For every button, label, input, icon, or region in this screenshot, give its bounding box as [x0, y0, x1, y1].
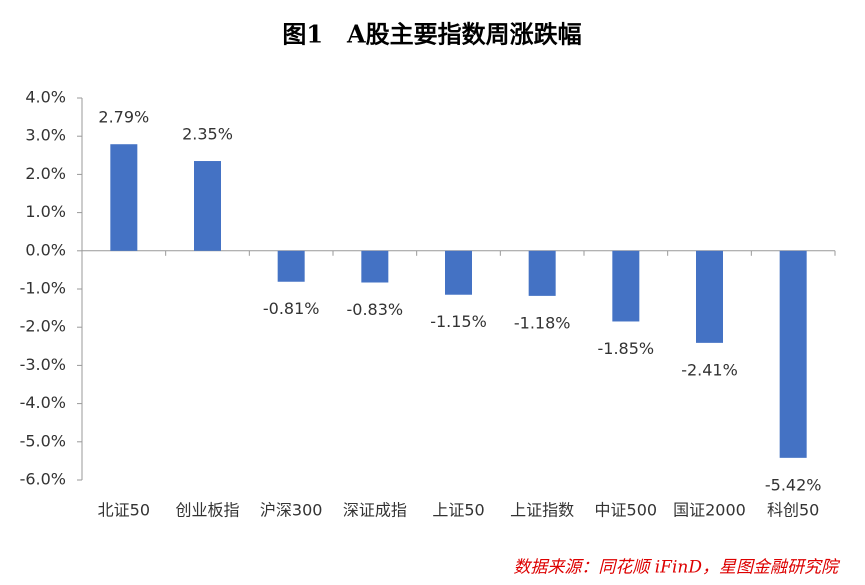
bar	[528, 250, 556, 296]
y-tick-label: 1.0%	[25, 202, 66, 221]
x-tick-label: 科创50	[767, 501, 819, 520]
x-tick-label: 上证50	[432, 501, 484, 520]
y-tick-label: -1.0%	[20, 279, 66, 298]
bar	[696, 250, 723, 343]
chart-title: 图1 A股主要指数周涨跌幅	[282, 20, 581, 49]
bar	[277, 250, 305, 282]
y-tick-label: 4.0%	[25, 88, 66, 107]
value-label: -0.83%	[347, 300, 404, 319]
x-tick-label: 国证2000	[673, 501, 746, 520]
x-tick-label: 上证指数	[510, 501, 574, 520]
x-tick-label: 创业板指	[175, 501, 239, 520]
x-tick-label: 北证50	[98, 501, 150, 520]
y-tick-label: -4.0%	[20, 393, 66, 412]
y-tick-label: -5.0%	[20, 431, 66, 450]
bar	[445, 250, 472, 295]
bar	[110, 144, 138, 251]
x-tick-label: 中证500	[595, 501, 658, 520]
value-label: -2.41%	[681, 360, 738, 379]
value-label: -5.42%	[765, 475, 822, 494]
value-label: -1.18%	[514, 313, 571, 332]
source-note: 数据来源：同花顺 iFinD，星图金融研究院	[513, 558, 841, 578]
bar	[612, 250, 640, 322]
value-label: 2.79%	[98, 108, 149, 127]
y-tick-label: -2.0%	[20, 317, 66, 336]
y-tick-label: 3.0%	[25, 126, 66, 145]
bar	[361, 250, 389, 283]
value-label: 2.35%	[182, 125, 233, 144]
bar	[194, 161, 221, 251]
y-tick-label: -6.0%	[20, 470, 66, 489]
value-label: -1.15%	[430, 312, 487, 331]
value-label: -0.81%	[263, 299, 320, 318]
y-tick-label: 2.0%	[25, 164, 66, 183]
y-tick-label: 0.0%	[25, 240, 66, 259]
bar	[779, 250, 807, 458]
y-tick-label: -3.0%	[20, 355, 66, 374]
x-tick-label: 沪深300	[260, 501, 323, 520]
value-label: -1.85%	[598, 339, 655, 358]
x-tick-label: 深证成指	[343, 501, 407, 520]
